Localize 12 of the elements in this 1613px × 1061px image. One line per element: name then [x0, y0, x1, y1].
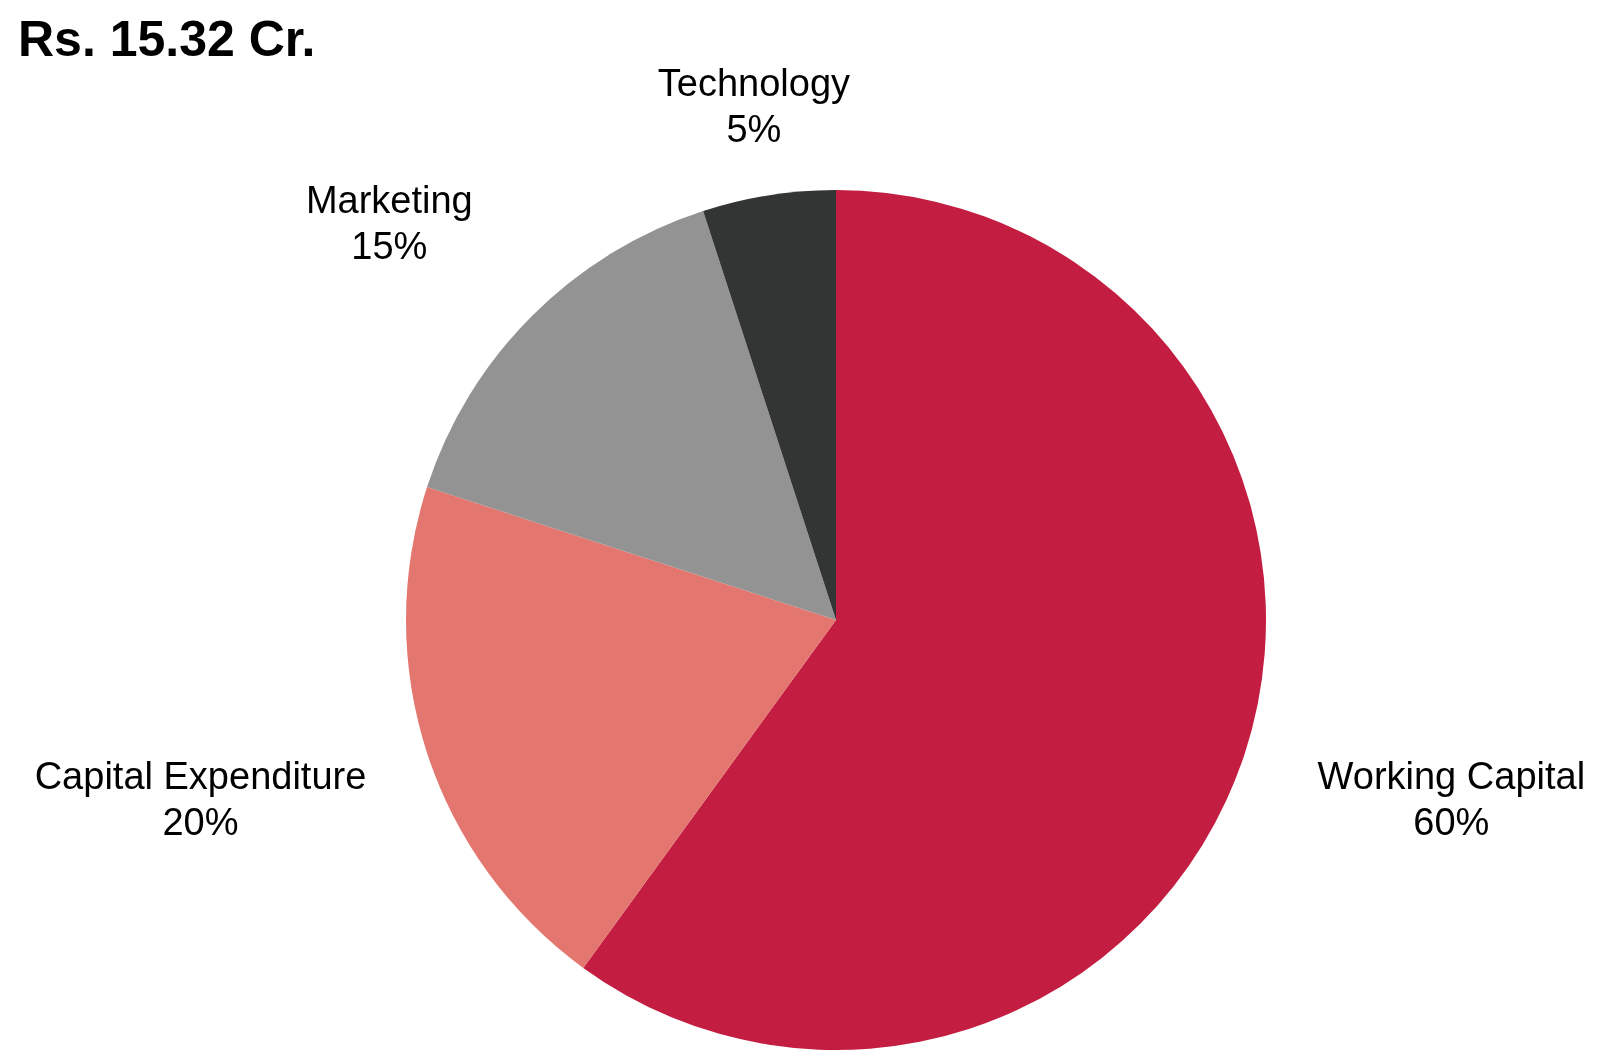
slice-label: Capital Expenditure — [34, 755, 367, 798]
data-label: 20% — [162, 801, 239, 844]
pie-slice — [583, 190, 1266, 1050]
data-label: 15% — [351, 224, 428, 267]
slice-label: Marketing — [305, 178, 473, 221]
slice-label: Working Capital — [1317, 755, 1586, 798]
slice-label: Technology — [657, 61, 851, 104]
pie-slice — [406, 487, 836, 968]
data-label: 60% — [1413, 801, 1490, 844]
chart-title: Rs. 15.32 Cr. — [18, 11, 316, 67]
pie-slice — [703, 190, 836, 620]
data-label: 5% — [726, 107, 782, 150]
